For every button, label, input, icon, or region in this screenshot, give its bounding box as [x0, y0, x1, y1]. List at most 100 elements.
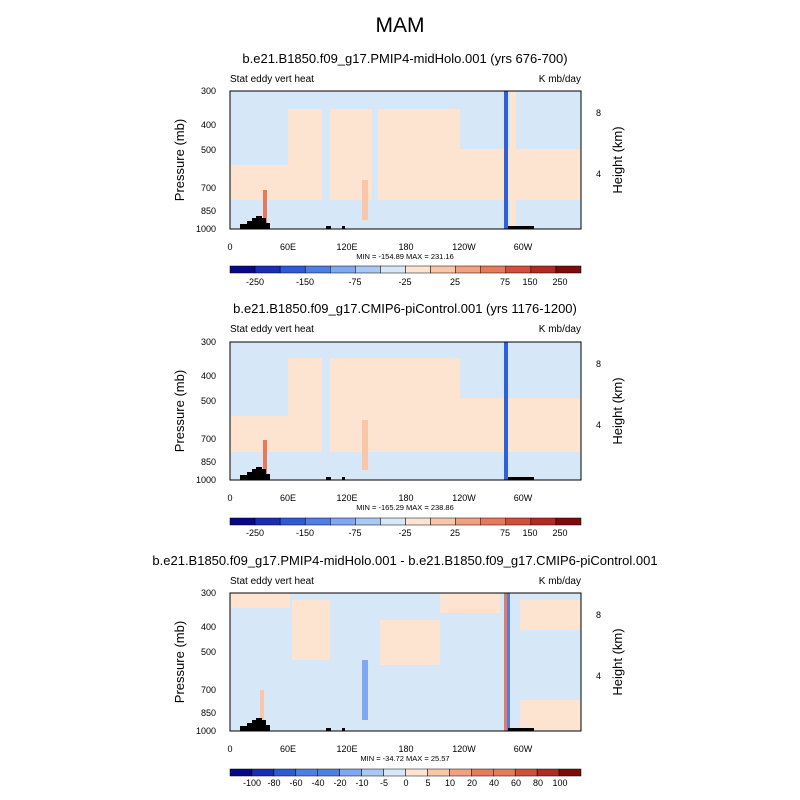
colorbar-box: [229, 517, 256, 526]
panel-3-x-ticks: 0 60E 120E 180 120W 60W: [227, 744, 532, 754]
panel-3-cb-label-7: -5: [380, 778, 388, 788]
colorbar-box: [273, 768, 297, 777]
panel-2-negative-region-surface: [230, 452, 581, 480]
colorbar-box: [339, 768, 362, 777]
panel-2-negative-band-a: [322, 342, 330, 480]
colorbar-box: [317, 768, 340, 777]
colorbar-box: [304, 265, 331, 274]
colorbar-box: [471, 768, 494, 777]
panel-1-ytick-850: 850: [201, 206, 216, 216]
panel-3-cb-label-15: 100: [552, 778, 567, 788]
colorbar-box: [493, 768, 516, 777]
panel-3-terrain-islands: [326, 728, 331, 731]
panel-1-y-right-ticks: 8 4: [596, 108, 601, 179]
panel-2-y-right-ticks: 8 4: [596, 359, 601, 430]
panel-1-cb-label-8: 250: [552, 277, 567, 287]
colorbar-box: [279, 265, 306, 274]
panel-1-title: b.e21.B1850.f09_g17.PMIP4-midHolo.001 (y…: [242, 51, 567, 66]
panel-1-y-ticks: 300 400 500 700 850 1000: [196, 86, 216, 234]
panel-3-positive-column-strong: [504, 593, 507, 731]
panel-1-terrain-africa: [240, 216, 270, 229]
panel-3-ytick-500: 500: [201, 647, 216, 657]
colorbar-box: [558, 768, 582, 777]
colorbar-box: [355, 517, 381, 526]
panel-2-rtick-4: 4: [596, 420, 601, 430]
panel-2-xtick-120e: 120E: [336, 493, 357, 503]
panel-3: b.e21.B1850.f09_g17.PMIP4-midHolo.001 - …: [152, 553, 657, 788]
panel-2-ytick-500: 500: [201, 396, 216, 406]
colorbar-box: [530, 265, 557, 274]
panel-3-cb-label-12: 40: [489, 778, 499, 788]
panel-1-positive-column: [510, 91, 516, 229]
panel-2-ytick-700: 700: [201, 434, 216, 444]
panel-3-negative-column-strong: [507, 593, 510, 731]
panel-1-negative-region-top: [230, 91, 581, 109]
colorbar-box: [455, 265, 481, 274]
panel-1-xtick-180: 180: [398, 242, 413, 252]
colorbar-box: [427, 768, 450, 777]
panel-2-ytick-850: 850: [201, 457, 216, 467]
panel-1-ytick-700: 700: [201, 183, 216, 193]
colorbar-box: [505, 517, 532, 526]
colorbar-box: [254, 265, 281, 274]
colorbar-box: [480, 517, 507, 526]
panel-2-colorbar-boxes: [229, 517, 582, 526]
panel-2-x-ticks: 0 60E 120E 180 120W 60W: [227, 493, 532, 503]
colorbar-box: [555, 265, 582, 274]
panel-2-terrain-africa: [240, 467, 270, 480]
panel-3-cb-label-4: -40: [311, 778, 324, 788]
panel-2-cb-label-8: 250: [552, 528, 567, 538]
colorbar-box: [304, 517, 331, 526]
colorbar-box: [430, 517, 456, 526]
panel-1-ylabel-right: Height (km): [610, 126, 625, 193]
panel-1-ytick-400: 400: [201, 120, 216, 130]
colorbar-box: [229, 768, 253, 777]
panel-3-y-ticks: 300 400 500 700 850 1000: [196, 588, 216, 736]
panel-2-xtick-180: 180: [398, 493, 413, 503]
panel-2-ytick-1000: 1000: [196, 475, 216, 485]
panel-1-ytick-500: 500: [201, 145, 216, 155]
panel-2-negative-column-strong: [504, 342, 508, 480]
panel-3-xtick-120w: 120W: [452, 744, 476, 754]
panel-1-colorbar-boxes: [229, 265, 582, 274]
panel-2-cb-label-2: -150: [296, 528, 314, 538]
panel-1-colorbar: -250 -150 -75 -25 25 75 150 250: [229, 265, 582, 287]
panel-3-ytick-400: 400: [201, 622, 216, 632]
panel-3-ylabel-right: Height (km): [610, 628, 625, 695]
panel-2-cb-label-5: 25: [450, 528, 460, 538]
panel-1-cb-label-2: -150: [296, 277, 314, 287]
panel-3-ytick-1000: 1000: [196, 726, 216, 736]
panel-2-ylabel: Pressure (mb): [172, 370, 187, 452]
panel-1-terrain-islands-b: [342, 226, 345, 229]
panel-3-cb-label-2: -80: [267, 778, 280, 788]
panel-1-xtick-120e: 120E: [336, 242, 357, 252]
panel-2-cb-label-3: -75: [348, 528, 361, 538]
colorbar-box: [405, 265, 431, 274]
colorbar-box: [251, 768, 275, 777]
colorbar-box: [229, 265, 256, 274]
panel-1-rtick-4: 4: [596, 169, 601, 179]
panel-2-ytick-300: 300: [201, 337, 216, 347]
panel-2-colorbar: -250 -150 -75 -25 25 75 150 250: [229, 517, 582, 538]
panel-1-negative-band-a: [322, 91, 330, 229]
panel-3-cb-label-9: 5: [425, 778, 430, 788]
panel-3-xtick-60w: 60W: [514, 744, 533, 754]
panel-2-positive-column-strong: [263, 440, 267, 476]
colorbar-box: [480, 265, 507, 274]
colorbar-box: [355, 265, 381, 274]
panel-1-xtick-120w: 120W: [452, 242, 476, 252]
panel-1-stats: MIN = -154.89 MAX = 231.16: [356, 252, 454, 261]
panel-2-terrain-andes: [508, 477, 534, 480]
panel-3-terrain-islands-b: [342, 728, 345, 731]
panel-2-ylabel-right: Height (km): [610, 377, 625, 444]
panel-1-terrain-andes: [508, 226, 534, 229]
panel-1-ylabel: Pressure (mb): [172, 119, 187, 201]
panel-3-negative-band: [362, 660, 368, 720]
panel-2-xtick-60w: 60W: [514, 493, 533, 503]
panel-3-cb-label-11: 20: [467, 778, 477, 788]
panel-3-y-right-ticks: 8 4: [596, 610, 601, 681]
panel-2-terrain-islands: [326, 477, 331, 480]
panel-3-ylabel: Pressure (mb): [172, 621, 187, 703]
colorbar-box: [330, 517, 356, 526]
